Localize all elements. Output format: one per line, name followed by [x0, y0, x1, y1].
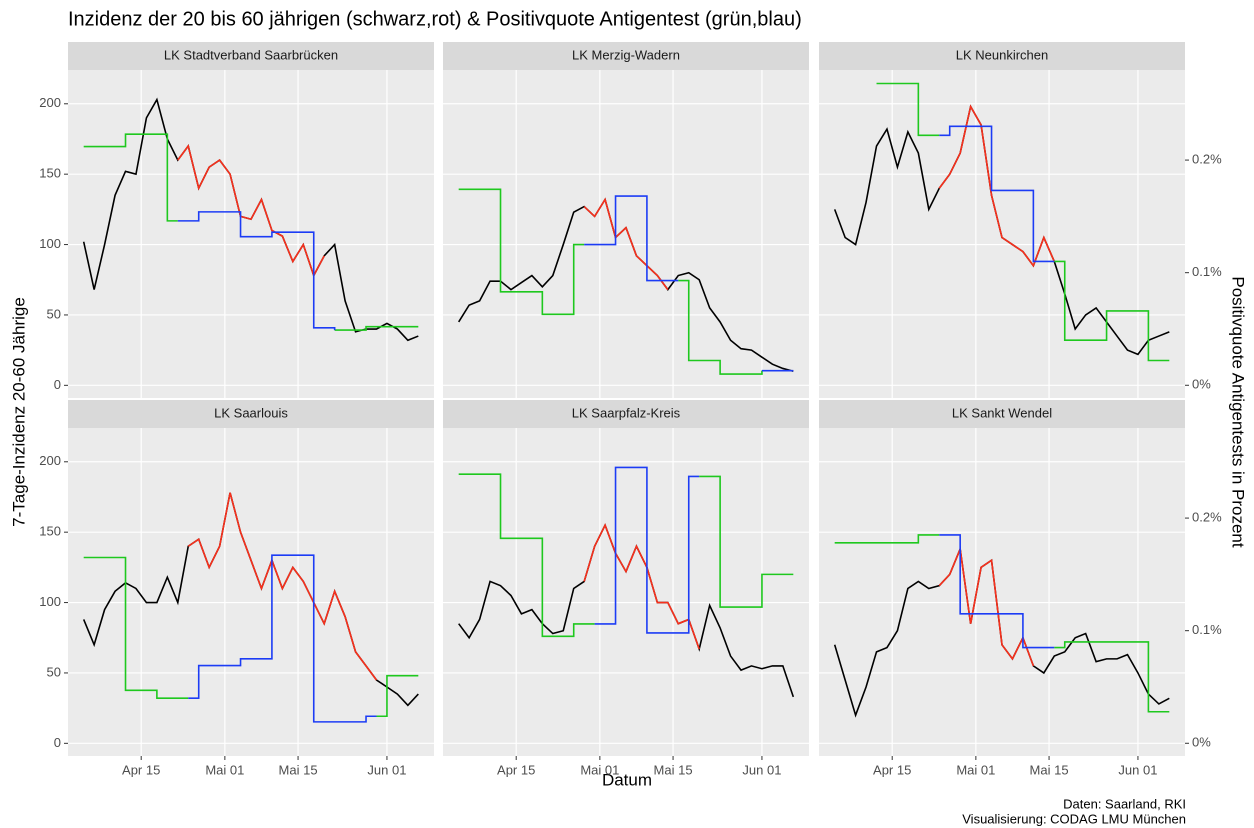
data-line — [83, 133, 178, 222]
strip-background — [443, 42, 809, 70]
y2-tick-label: 0% — [1192, 377, 1211, 392]
data-line — [939, 534, 1055, 649]
y2-tick-label: 0.1% — [1192, 622, 1222, 637]
x-tick-label: Apr 15 — [122, 762, 160, 777]
y-tick-label: 150 — [39, 524, 61, 539]
x-tick-label: Mai 15 — [654, 762, 693, 777]
x-tick-label: Mai 15 — [279, 762, 318, 777]
data-line — [187, 492, 378, 681]
y2-axis-label: Positivquote Antigentests in Prozent — [1229, 276, 1248, 547]
data-line — [177, 144, 325, 278]
x-tick-label: Mai 01 — [205, 762, 244, 777]
data-line — [1054, 260, 1170, 362]
y-tick-label: 150 — [39, 166, 61, 181]
data-line — [458, 473, 595, 638]
data-line — [1054, 641, 1170, 713]
y2-tick-label: 0.1% — [1192, 264, 1222, 279]
y-tick-label: 100 — [39, 594, 61, 609]
strip-background — [68, 42, 434, 70]
y-tick-label: 0 — [54, 735, 61, 750]
data-line — [83, 556, 189, 700]
panel-background — [68, 428, 434, 756]
panel-background — [443, 428, 809, 756]
data-line — [583, 197, 669, 291]
x-tick-label: Mai 15 — [1030, 762, 1069, 777]
strip-title: LK Neunkirchen — [956, 47, 1049, 62]
caption: Visualisierung: CODAG LMU München — [962, 811, 1186, 826]
data-line — [594, 466, 700, 634]
strip-background — [68, 400, 434, 428]
data-line — [177, 211, 336, 331]
strip-background — [819, 400, 1185, 428]
data-line — [939, 125, 1055, 263]
y-tick-label: 200 — [39, 453, 61, 468]
data-line — [458, 188, 585, 316]
y-tick-label: 0 — [54, 377, 61, 392]
strip-title: LK Merzig-Wadern — [572, 47, 680, 62]
data-line — [188, 554, 377, 723]
y-tick-label: 50 — [47, 664, 61, 679]
y-axis-label: 7-Tage-Inzidenz 20-60 Jährige — [9, 297, 28, 527]
data-line — [584, 195, 679, 282]
x-axis-label: Datum — [602, 770, 652, 789]
data-line — [678, 279, 763, 375]
data-line — [834, 534, 940, 544]
caption: Daten: Saarland, RKI — [1063, 796, 1186, 811]
strip-background — [819, 42, 1185, 70]
y2-tick-label: 0.2% — [1192, 152, 1222, 167]
y-tick-label: 200 — [39, 95, 61, 110]
data-line — [699, 475, 794, 608]
x-tick-label: Apr 15 — [873, 762, 911, 777]
data-line — [876, 82, 940, 137]
strip-title: LK Sankt Wendel — [952, 405, 1052, 420]
strip-title: LK Saarlouis — [214, 405, 288, 420]
data-line — [938, 546, 1035, 667]
chart-title: Inzidenz der 20 bis 60 jährigen (schwarz… — [68, 8, 802, 30]
data-line — [376, 674, 419, 718]
panel-background — [443, 70, 809, 398]
panel-background — [819, 70, 1185, 398]
data-line — [583, 523, 700, 650]
strip-background — [443, 400, 809, 428]
data-line — [334, 325, 419, 331]
y2-tick-label: 0.2% — [1192, 510, 1222, 525]
y-tick-label: 100 — [39, 236, 61, 251]
panel-background — [68, 70, 434, 398]
panel-background — [819, 428, 1185, 756]
y2-tick-label: 0% — [1192, 735, 1211, 750]
y-tick-label: 50 — [47, 306, 61, 321]
x-tick-label: Apr 15 — [497, 762, 535, 777]
x-tick-label: Mai 01 — [956, 762, 995, 777]
strip-title: LK Saarpfalz-Kreis — [572, 405, 681, 420]
x-tick-label: Jun 01 — [1118, 762, 1157, 777]
x-tick-label: Mai 01 — [580, 762, 619, 777]
x-tick-label: Jun 01 — [367, 762, 406, 777]
x-tick-label: Jun 01 — [742, 762, 781, 777]
strip-title: LK Stadtverband Saarbrücken — [164, 47, 338, 62]
